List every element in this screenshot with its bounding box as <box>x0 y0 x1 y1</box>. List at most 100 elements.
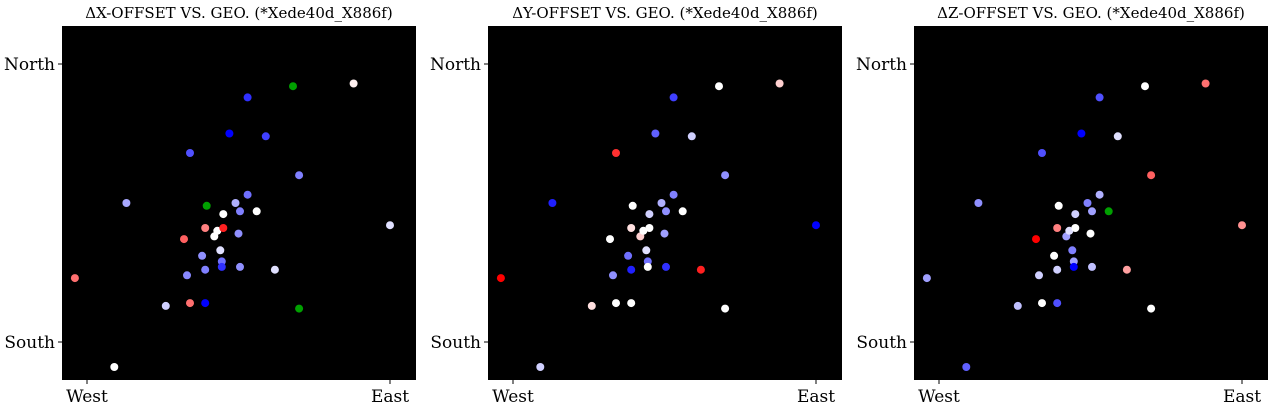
scatter-point <box>612 299 620 308</box>
scatter-point <box>70 274 79 283</box>
scatter-point <box>696 265 705 274</box>
x-tick-label-east: East <box>371 387 409 407</box>
scatter-point <box>243 93 252 102</box>
scatter-point <box>1068 246 1077 255</box>
scatter-point <box>536 363 545 371</box>
scatter-point <box>219 224 228 232</box>
scatter-point <box>624 251 633 260</box>
chart-panel-dz: ΔZ-OFFSET VS. GEO. (*Xede40d_X886f) Nort… <box>856 4 1268 407</box>
scatter-point <box>270 265 279 274</box>
scatter-point <box>180 235 188 244</box>
scatter-point <box>216 246 225 255</box>
scatter-point <box>651 129 660 138</box>
chart-panel-dx: ΔX-OFFSET VS. GEO. (*Xede40d_X886f) Nort… <box>4 4 416 407</box>
scatter-point <box>1104 207 1113 216</box>
scatter-point <box>252 207 261 216</box>
chart-title: ΔX-OFFSET VS. GEO. (*Xede40d_X886f) <box>85 4 392 22</box>
scatter-point <box>198 251 207 260</box>
chart-panel-dy: ΔY-OFFSET VS. GEO. (*Xede40d_X886f) Nort… <box>430 4 842 407</box>
scatter-point <box>721 171 730 180</box>
scatter-point <box>1086 229 1095 238</box>
scatter-point <box>587 301 596 310</box>
scatter-point <box>721 304 730 313</box>
scatter-point <box>606 235 614 244</box>
scatter-point <box>186 299 194 308</box>
scatter-point <box>183 271 191 280</box>
y-tick-label-north: North <box>430 55 481 75</box>
x-tick-label-east: East <box>1223 387 1261 407</box>
scatter-point <box>775 79 784 88</box>
scatter-point <box>1071 210 1080 219</box>
scatter-point <box>386 221 394 230</box>
scatter-point <box>1122 265 1131 274</box>
scatter-point <box>662 207 670 216</box>
scatter-point <box>1054 201 1063 210</box>
scatter-point <box>669 93 678 102</box>
scatter-point <box>295 304 304 313</box>
scatter-point <box>289 82 297 91</box>
scatter-point <box>657 199 666 207</box>
scatter-point <box>1095 93 1104 102</box>
scatter-point <box>669 190 678 199</box>
scatter-point <box>627 299 636 308</box>
scatter-point <box>1050 251 1059 260</box>
scatter-point <box>1201 79 1210 88</box>
scatter-point <box>1053 265 1062 274</box>
scatter-point <box>1053 224 1062 232</box>
scatter-points <box>496 79 820 371</box>
x-tick-label-east: East <box>797 387 835 407</box>
scatter-point <box>1141 82 1149 91</box>
scatter-point <box>678 207 687 216</box>
scatter-point <box>219 210 228 219</box>
scatter-point <box>261 132 270 141</box>
scatter-point <box>662 262 670 271</box>
scatter-point <box>1071 224 1080 232</box>
scatter-point <box>1095 190 1104 199</box>
y-tick-label-south: South <box>4 333 55 353</box>
scatter-point <box>645 210 654 219</box>
scatter-point <box>643 262 652 271</box>
scatter-point <box>687 132 696 141</box>
scatter-point <box>186 149 194 157</box>
scatter-point <box>110 363 119 371</box>
scatter-point <box>627 224 636 232</box>
scatter-point <box>962 363 971 371</box>
x-tick-label-west: West <box>918 387 960 407</box>
scatter-point <box>122 199 131 207</box>
scatter-point <box>201 224 210 232</box>
scatter-point <box>1077 129 1086 138</box>
scatter-point <box>349 79 358 88</box>
scatter-point <box>1069 262 1078 271</box>
scatter-point <box>628 201 637 210</box>
scatter-point <box>715 82 723 91</box>
x-tick-label-west: West <box>492 387 534 407</box>
scatter-point <box>1013 301 1022 310</box>
scatter-point <box>1038 149 1046 157</box>
scatter-point <box>295 171 304 180</box>
scatter-point <box>1113 132 1122 141</box>
chart-title: ΔZ-OFFSET VS. GEO. (*Xede40d_X886f) <box>937 4 1245 22</box>
x-tick-label-west: West <box>66 387 108 407</box>
scatter-point <box>236 262 244 271</box>
scatter-point <box>201 265 210 274</box>
scatter-point <box>660 229 669 238</box>
scatter-point <box>496 274 505 283</box>
scatter-point <box>812 221 820 230</box>
scatter-point <box>1069 257 1078 266</box>
scatter-point <box>1032 235 1040 244</box>
scatter-point <box>202 201 211 210</box>
y-tick-label-south: South <box>430 333 481 353</box>
scatter-point <box>1038 299 1046 308</box>
scatter-point <box>643 257 652 266</box>
scatter-point <box>213 226 222 235</box>
scatter-point <box>609 271 617 280</box>
scatter-point <box>645 224 654 232</box>
y-tick-label-north: North <box>856 55 907 75</box>
scatter-point <box>639 226 648 235</box>
scatter-point <box>1238 221 1246 230</box>
scatter-point <box>1053 299 1062 308</box>
scatter-point <box>1088 262 1096 271</box>
scatter-point <box>548 199 557 207</box>
scatter-point <box>217 262 226 271</box>
